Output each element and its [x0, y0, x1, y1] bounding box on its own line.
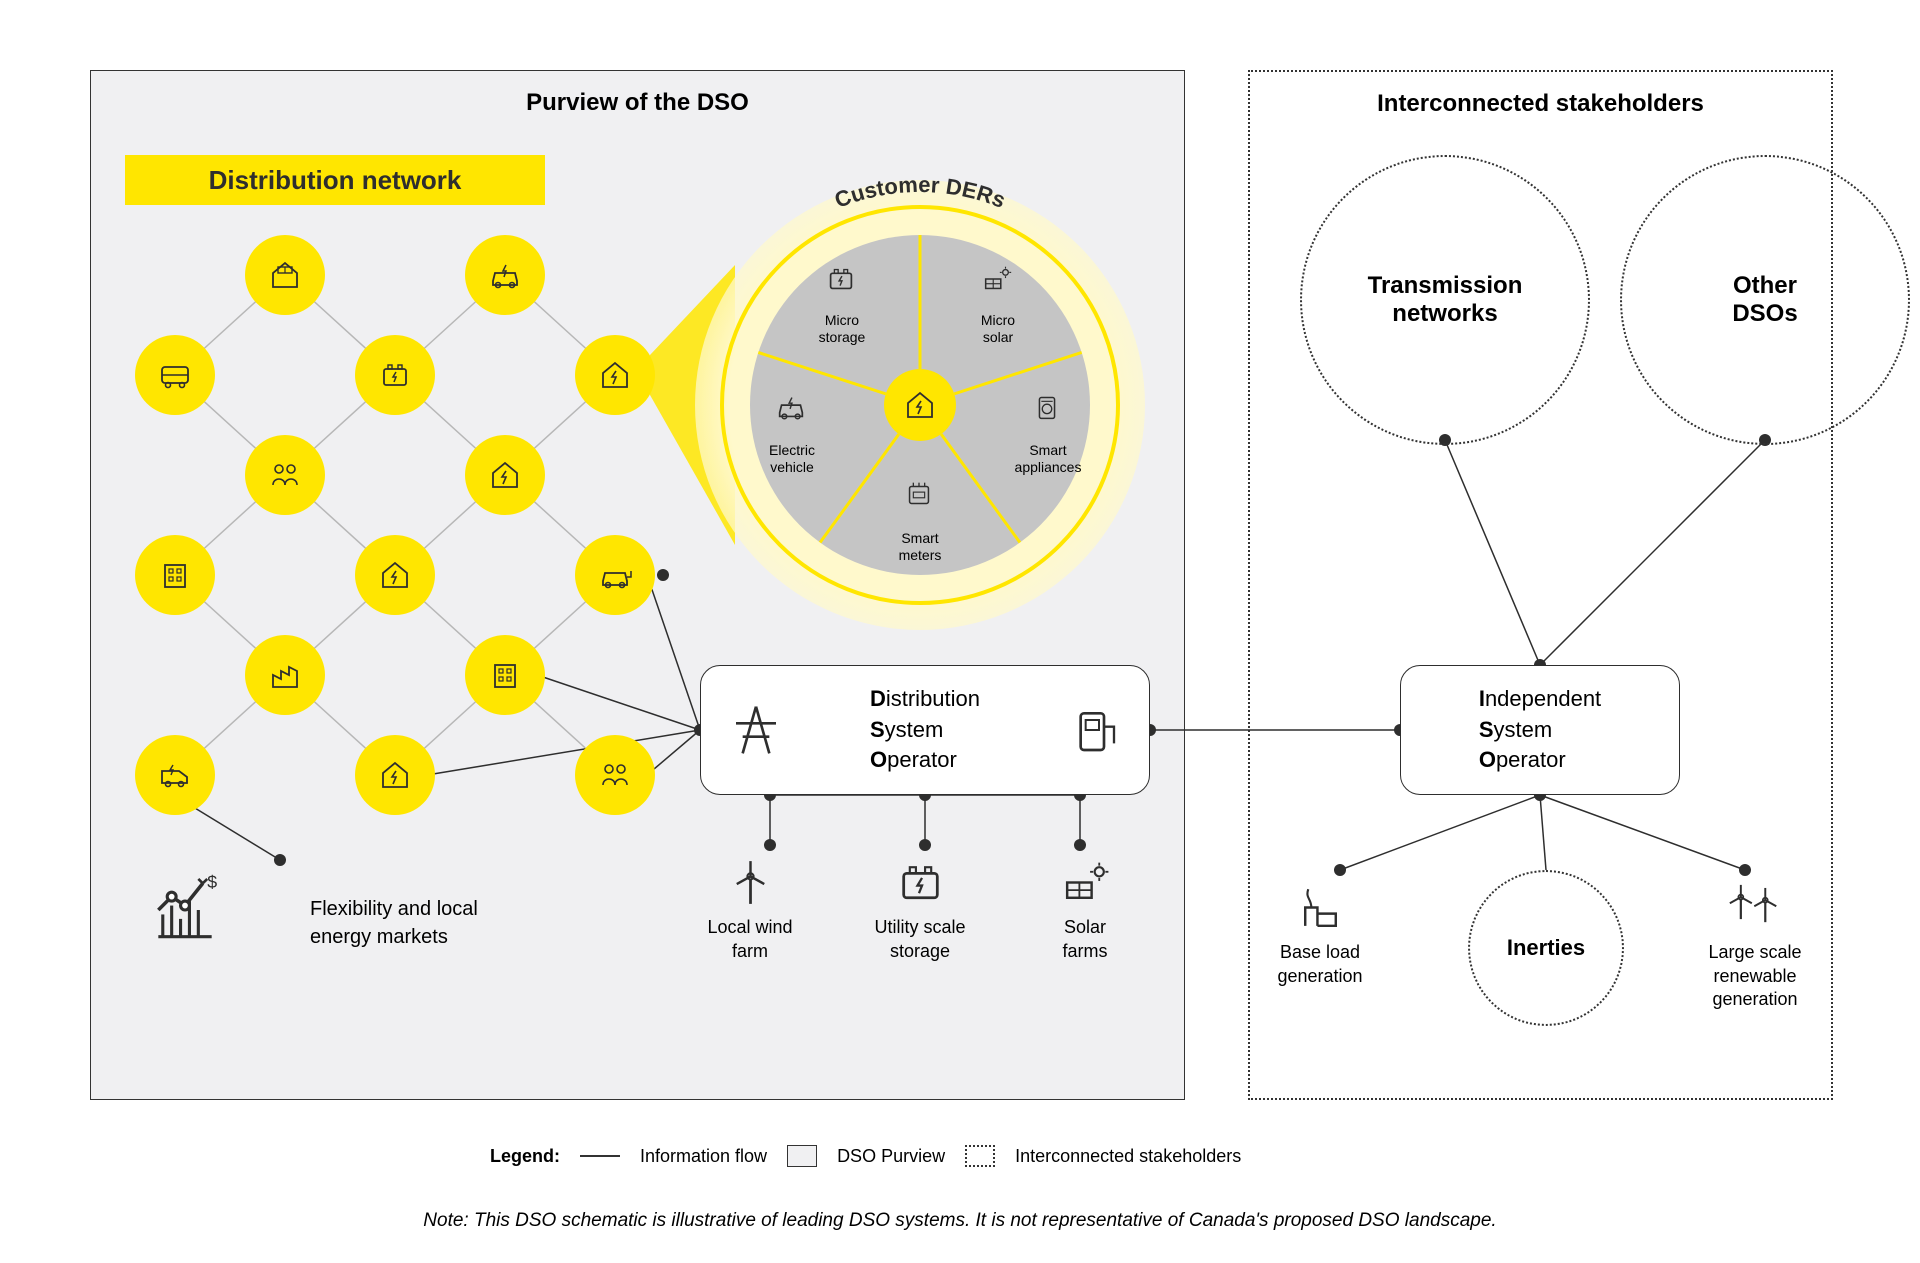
flexibility-label: Flexibility and localenergy markets	[310, 895, 478, 951]
grid-node-battery	[355, 335, 435, 415]
grid-node-car-plug	[575, 535, 655, 615]
van-icon	[157, 757, 193, 793]
ders-label-2: Smartappliances	[1003, 442, 1093, 476]
legend-title: Legend:	[490, 1146, 560, 1167]
stakeholder-circle-0: Transmissionnetworks	[1300, 155, 1590, 445]
dso-child-0: Local windfarm	[680, 855, 820, 963]
pylon-icon	[726, 700, 786, 760]
iso-operator-box: IndependentSystemOperator	[1400, 665, 1680, 795]
legend-dotted-swatch	[965, 1145, 995, 1167]
turbines-icon	[1728, 880, 1783, 935]
legend-line-label: Information flow	[640, 1146, 767, 1167]
building-icon	[157, 557, 193, 593]
plant-icon	[1293, 880, 1348, 935]
ders-icon-battery	[824, 262, 858, 301]
iso-text: IndependentSystemOperator	[1479, 684, 1601, 776]
grid-node-house-bolt	[355, 535, 435, 615]
ders-label-0: Microstorage	[797, 312, 887, 346]
legend-solid-swatch	[787, 1145, 817, 1167]
house-bolt-icon	[377, 557, 413, 593]
ders-icon-car-bolt	[774, 390, 808, 429]
dso-child-1: Utility scalestorage	[850, 855, 990, 963]
grid-node-house-solar	[245, 235, 325, 315]
grid-node-van	[135, 735, 215, 815]
ders-label-3: Smartmeters	[875, 530, 965, 564]
distribution-banner: Distribution network	[125, 155, 545, 205]
dso-panel-title: Purview of the DSO	[91, 89, 1184, 117]
grid-node-car-bolt	[465, 235, 545, 315]
grid-node-house-bolt	[355, 735, 435, 815]
people-icon	[267, 457, 303, 493]
ders-icon-meter	[902, 477, 936, 516]
turbine-icon	[723, 855, 778, 910]
house-bolt-icon	[487, 457, 523, 493]
iso-child-1: Large scalerenewablegeneration	[1675, 880, 1835, 1012]
battery-icon	[893, 855, 948, 910]
ders-label-4: Electricvehicle	[747, 442, 837, 476]
legend-line-swatch	[580, 1155, 620, 1157]
grid-node-people	[575, 735, 655, 815]
chart-icon	[140, 870, 230, 950]
dso-child-2: Solarfarms	[1015, 855, 1155, 963]
grid-node-bus	[135, 335, 215, 415]
car-plug-icon	[597, 557, 633, 593]
grid-node-house-bolt	[465, 435, 545, 515]
grid-node-building	[465, 635, 545, 715]
battery-icon	[377, 357, 413, 393]
ders-center-node	[884, 369, 956, 441]
solar-panel-icon	[1058, 855, 1113, 910]
stakeholder-circle-2: Inerties	[1468, 870, 1624, 1026]
people-icon	[597, 757, 633, 793]
footnote: Note: This DSO schematic is illustrative…	[0, 1210, 1920, 1232]
house-solar-icon	[267, 257, 303, 293]
legend: Legend: Information flow DSO Purview Int…	[490, 1145, 1241, 1167]
dso-operator-box: DistributionSystemOperator	[700, 665, 1150, 795]
house-bolt-icon	[377, 757, 413, 793]
house-bolt-icon	[597, 357, 633, 393]
ders-label-1: Microsolar	[953, 312, 1043, 346]
grid-node-building	[135, 535, 215, 615]
house-bolt-icon	[902, 387, 938, 423]
ders-icon-appliance	[1030, 390, 1064, 429]
stake-panel-title: Interconnected stakeholders	[1250, 90, 1831, 118]
stakeholder-circle-1: OtherDSOs	[1620, 155, 1910, 445]
dso-text: DistributionSystemOperator	[870, 684, 980, 776]
grid-node-people	[245, 435, 325, 515]
legend-solid-label: DSO Purview	[837, 1146, 945, 1167]
factory-icon	[267, 657, 303, 693]
building-icon	[487, 657, 523, 693]
car-bolt-icon	[487, 257, 523, 293]
grid-node-factory	[245, 635, 325, 715]
legend-dotted-label: Interconnected stakeholders	[1015, 1146, 1241, 1167]
grid-node-house-bolt	[575, 335, 655, 415]
iso-child-0: Base loadgeneration	[1240, 880, 1400, 988]
ders-icon-solar-panel	[980, 262, 1014, 301]
charger-icon	[1064, 700, 1124, 760]
bus-icon	[157, 357, 193, 393]
